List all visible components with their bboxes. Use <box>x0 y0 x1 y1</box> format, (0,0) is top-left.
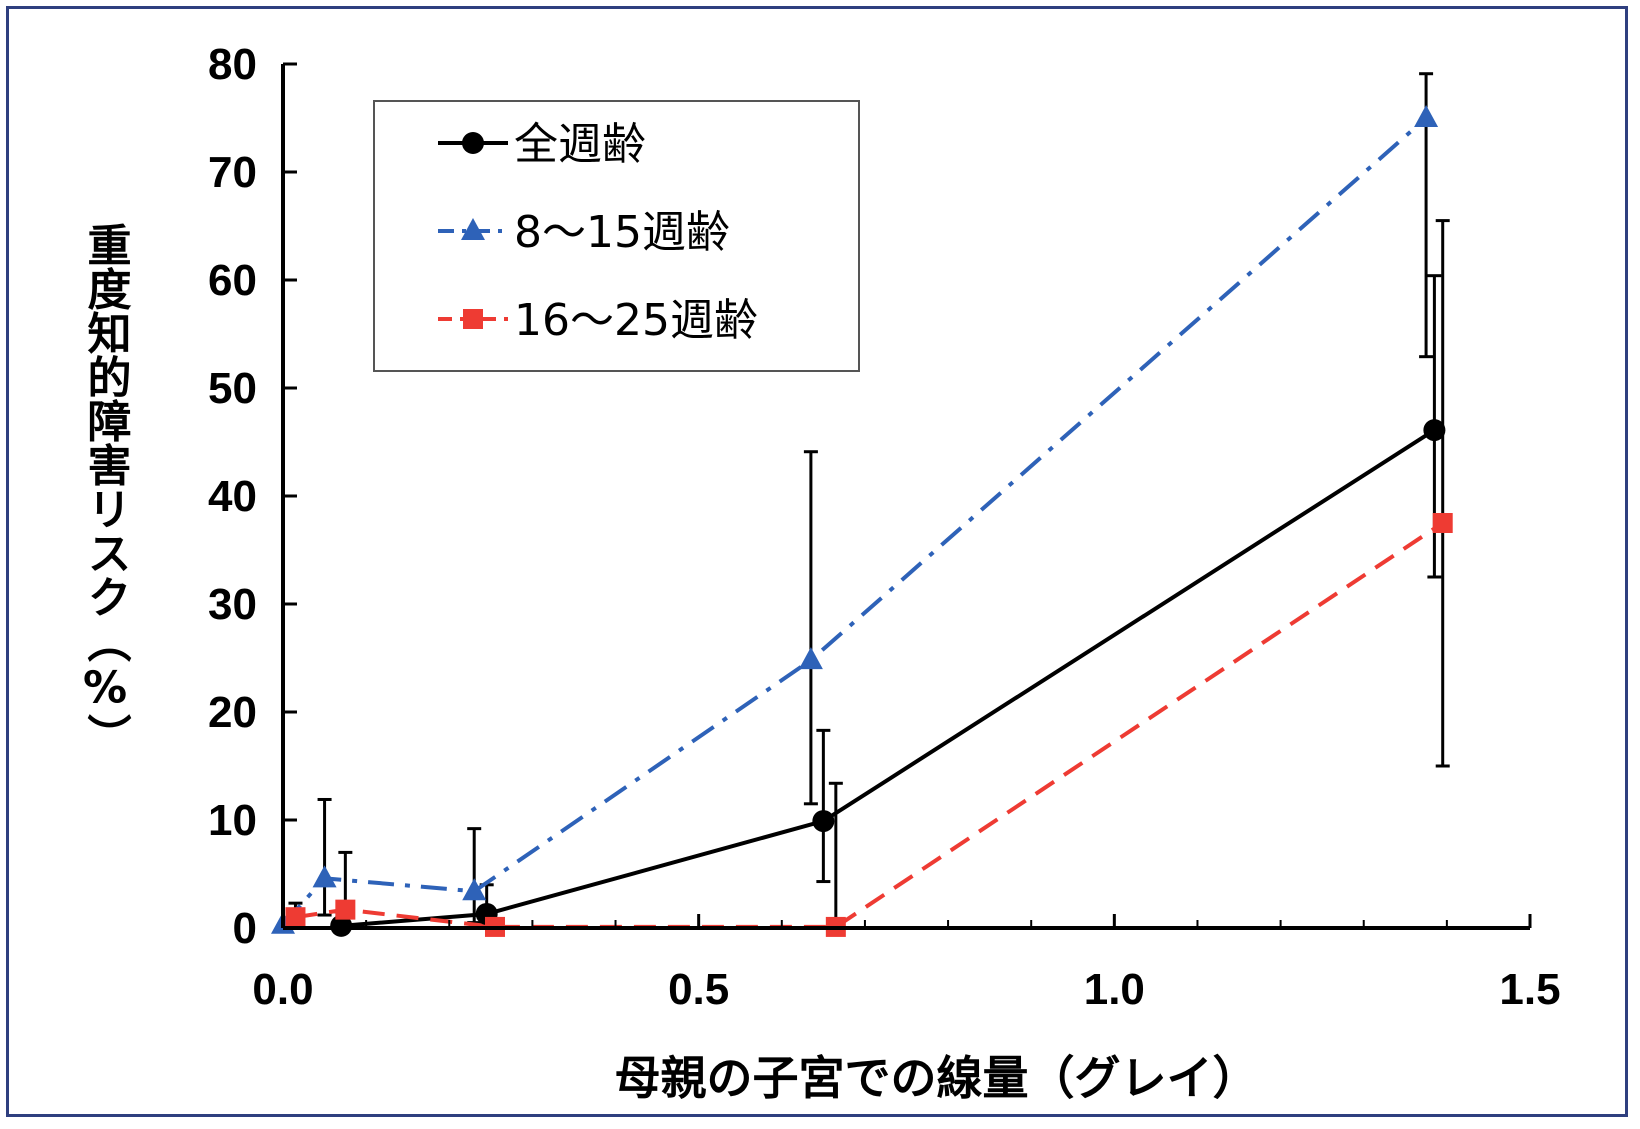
legend-box <box>373 100 860 372</box>
x-tick-label: 0.0 <box>252 965 313 1014</box>
x-tick-label: 1.0 <box>1084 965 1145 1014</box>
y-tick-label: 0 <box>233 904 257 953</box>
legend-label-2: 8～15週齢 <box>514 207 730 258</box>
data-point <box>330 914 353 937</box>
legend-marker-2 <box>461 218 485 240</box>
y-axis-label: 重度知的障害リスク（%） <box>80 222 132 757</box>
legend-label-3: 16～25週齢 <box>514 295 758 346</box>
data-point <box>285 907 306 928</box>
legend: 全週齢 8～15週齢 16～25週齢 <box>373 100 860 372</box>
y-tick-label: 30 <box>208 580 257 629</box>
data-point <box>335 899 356 920</box>
legend-label-1: 全週齢 <box>514 119 646 170</box>
y-tick-label: 70 <box>208 148 257 197</box>
data-point <box>1423 419 1446 442</box>
data-point <box>462 878 487 901</box>
data-point <box>798 647 823 670</box>
x-axis-label: 母親の子宮での線量（グレイ） <box>615 1051 1259 1105</box>
y-tick-label: 40 <box>208 472 257 521</box>
legend-marker-1 <box>462 132 484 154</box>
y-tick-label: 20 <box>208 688 257 737</box>
data-point <box>312 865 337 888</box>
legend-marker-3 <box>463 309 483 329</box>
axes: 0 10 20 30 40 50 60 70 80 0.0 0.5 1.0 1.5 <box>208 40 1561 1014</box>
data-point <box>812 810 835 833</box>
data-point <box>1414 105 1439 127</box>
y-tick-label: 60 <box>208 256 257 305</box>
series-line-1 <box>341 428 1436 928</box>
y-tick-label: 10 <box>208 796 257 845</box>
y-tick-label: 80 <box>208 40 257 89</box>
y-tick-label: 50 <box>208 364 257 413</box>
data-point <box>1432 513 1453 533</box>
x-tick-label: 0.5 <box>668 965 729 1014</box>
x-tick-label: 1.5 <box>1499 965 1560 1014</box>
series-line-3 <box>295 521 1444 929</box>
